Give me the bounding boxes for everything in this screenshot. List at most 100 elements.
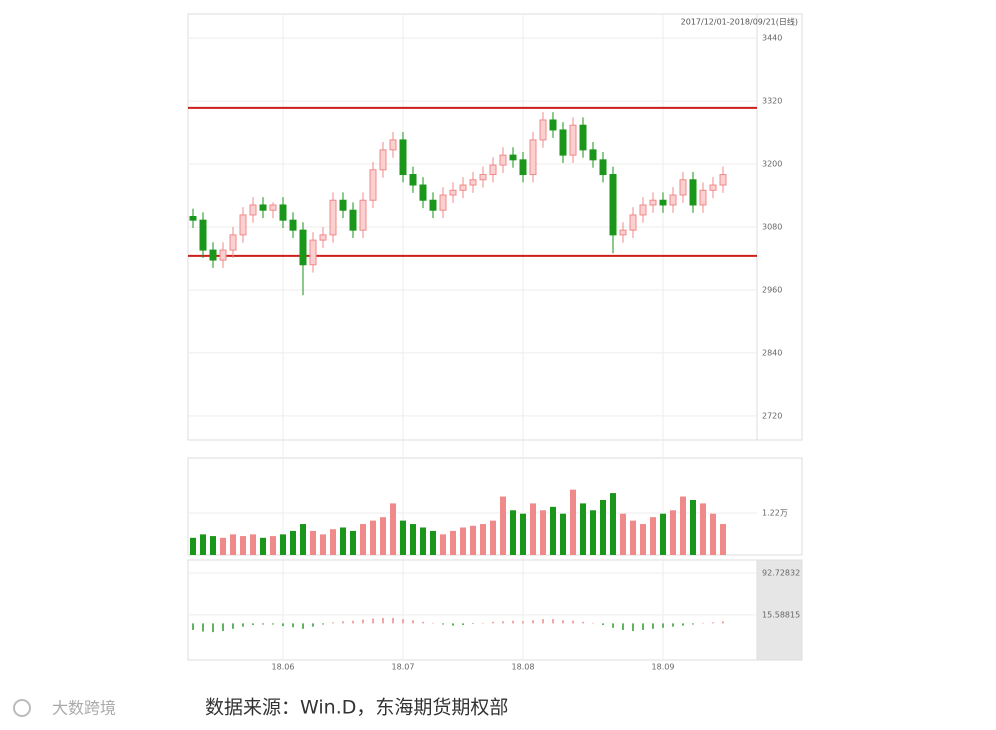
volume-bar — [430, 530, 436, 555]
volume-bar — [560, 513, 566, 555]
candle-body — [429, 199, 437, 211]
volume-bar — [410, 524, 416, 555]
candle-body — [349, 209, 357, 231]
candle-body — [479, 174, 487, 181]
candle-body — [599, 159, 607, 176]
volume-bar — [490, 520, 496, 555]
volume-bar — [700, 503, 706, 555]
candle-body — [309, 239, 317, 266]
volume-bar — [540, 510, 546, 555]
y-tick-label: 2840 — [762, 348, 782, 357]
volume-bar — [350, 530, 356, 555]
candle-body — [319, 234, 327, 241]
candle-body — [619, 229, 627, 236]
candle-body — [269, 204, 277, 211]
y-tick-label: 3320 — [762, 97, 782, 106]
volume-bar — [660, 513, 666, 555]
candle-body — [679, 179, 687, 196]
y-tick-label: 15.58815 — [762, 610, 800, 619]
volume-bar — [370, 520, 376, 555]
volume-bar — [360, 524, 366, 555]
candle-body — [449, 189, 457, 196]
candle-body — [699, 189, 707, 206]
candle-body — [259, 204, 267, 211]
y-tick-label: 2720 — [762, 411, 782, 420]
candle-body — [569, 124, 577, 156]
volume-bar — [670, 510, 676, 555]
candle-body — [669, 194, 677, 206]
volume-bar — [330, 529, 336, 555]
volume-bar — [690, 499, 696, 555]
candle-body — [609, 174, 617, 236]
volume-bar — [550, 506, 556, 555]
candle-body — [389, 139, 397, 151]
volume-bar — [260, 537, 266, 555]
macd-axis-panel — [756, 559, 803, 661]
candle-body — [549, 119, 557, 131]
volume-bar — [720, 524, 726, 555]
volume-bar — [450, 530, 456, 555]
volume-bar — [640, 524, 646, 555]
y-tick-label: 92.72832 — [762, 568, 800, 577]
volume-bar — [210, 536, 216, 555]
x-tick-label: 18.08 — [512, 663, 535, 672]
candle-body — [489, 164, 497, 176]
volume-bar — [390, 503, 396, 555]
candle-body — [659, 199, 667, 206]
y-tick-label: 2960 — [762, 285, 782, 294]
x-tick-label: 18.09 — [652, 663, 675, 672]
volume-bar — [220, 537, 226, 555]
volume-bar — [680, 496, 686, 555]
candle-body — [419, 184, 427, 201]
volume-bar — [320, 534, 326, 555]
volume-bar — [500, 496, 506, 555]
candle-body — [709, 184, 717, 191]
candle-body — [209, 249, 217, 261]
volume-bar — [510, 510, 516, 555]
volume-bar — [440, 534, 446, 555]
volume-bar — [610, 493, 616, 555]
volume-bar — [250, 534, 256, 555]
watermark-logo — [13, 699, 31, 717]
volume-bar — [280, 534, 286, 555]
candle-body — [369, 169, 377, 201]
volume-bar — [270, 536, 276, 555]
volume-bar — [310, 530, 316, 555]
candle-body — [439, 194, 447, 211]
candle-body — [509, 154, 517, 161]
y-tick-label: 3440 — [762, 34, 782, 43]
volume-bar — [620, 513, 626, 555]
y-tick-label: 3080 — [762, 223, 782, 232]
volume-bar — [630, 520, 636, 555]
macd-panel — [187, 559, 803, 661]
candle-body — [219, 249, 227, 261]
volume-bar — [240, 536, 246, 555]
candle-body — [239, 214, 247, 236]
candle-body — [539, 119, 547, 141]
volume-bar — [570, 489, 576, 555]
volume-bar — [480, 524, 486, 555]
candle-body — [629, 214, 637, 231]
range-label: 2017/12/01-2018/09/21(日线) — [681, 17, 798, 27]
volume-bar — [300, 524, 306, 555]
y-tick-label: 1.22万 — [762, 509, 788, 518]
volume-bar — [520, 513, 526, 555]
candle-body — [719, 174, 727, 186]
volume-bar — [580, 503, 586, 555]
volume-bar — [340, 527, 346, 555]
candle-body — [299, 229, 307, 266]
volume-bar — [200, 534, 206, 555]
candle-body — [579, 124, 587, 151]
x-tick-label: 18.06 — [272, 663, 295, 672]
volume-bar — [190, 537, 196, 555]
candle-body — [359, 199, 367, 231]
candle-body — [329, 199, 337, 236]
volume-bar — [710, 513, 716, 555]
candle-body — [459, 184, 467, 191]
candle-body — [639, 204, 647, 216]
volume-bar — [600, 499, 606, 555]
volume-bar — [590, 510, 596, 555]
candle-body — [589, 149, 597, 161]
candle-body — [189, 216, 197, 221]
